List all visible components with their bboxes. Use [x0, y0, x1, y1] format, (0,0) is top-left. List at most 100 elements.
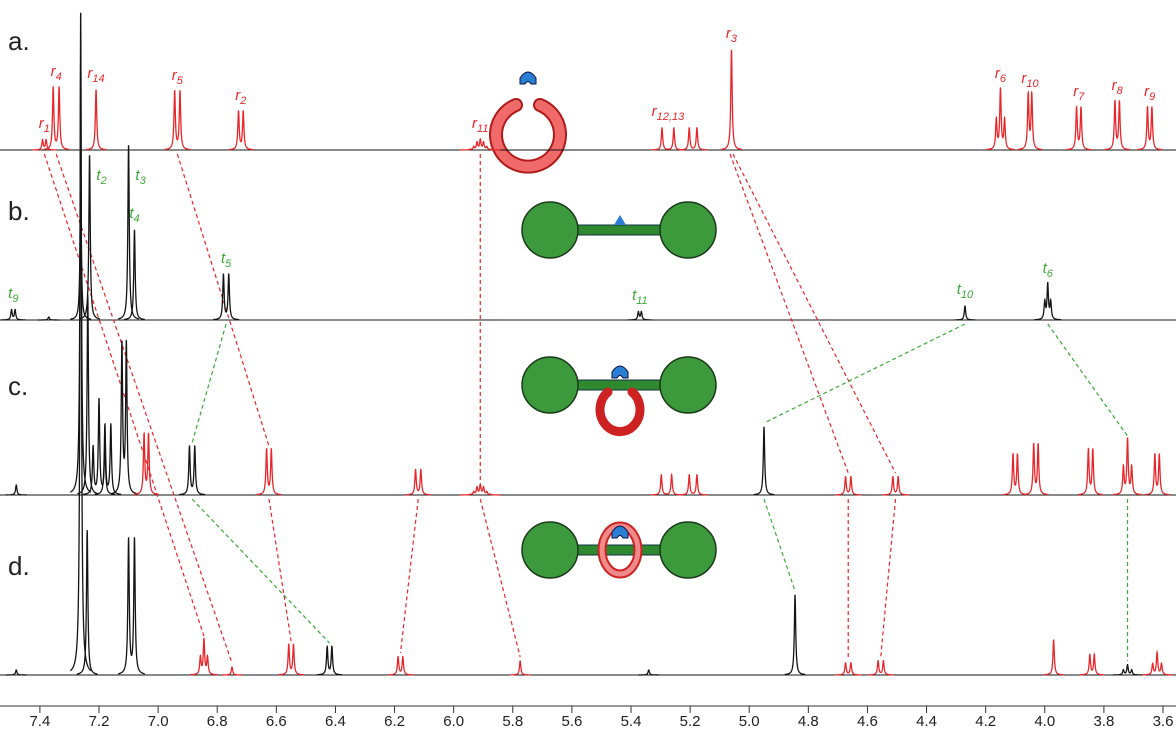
peak: [32, 140, 56, 150]
peak-label: r2: [235, 87, 246, 107]
peak-label-sub: 2: [100, 175, 107, 187]
x-tick-label: 5.2: [680, 713, 701, 730]
peak-label-sub: 10: [961, 289, 974, 301]
peak-label: r4: [51, 63, 62, 83]
correlation-link: [177, 154, 269, 446]
peak: [388, 657, 413, 675]
peak: [405, 470, 431, 495]
peak: [651, 475, 682, 495]
x-tick-label: 5.8: [502, 713, 523, 730]
panel-label: c.: [8, 371, 28, 401]
peak-label-sub: 11: [477, 123, 488, 135]
peak: [118, 538, 145, 674]
x-tick-label: 4.0: [1034, 713, 1055, 730]
panel-label: b.: [8, 196, 30, 226]
peak-label-sub: 1: [44, 123, 50, 135]
peak-label-sub: 8: [1117, 85, 1124, 97]
peak-label: t5: [221, 250, 232, 270]
correlation-link: [1048, 324, 1128, 436]
panel-label: d.: [8, 551, 30, 581]
peak-label: r10: [1021, 70, 1039, 90]
correlation-link: [269, 499, 291, 641]
x-tick-label: 5.6: [561, 713, 582, 730]
peak-label: r9: [1144, 83, 1155, 103]
x-tick-label: 4.6: [857, 713, 878, 730]
peak: [955, 306, 976, 320]
peak: [6, 485, 27, 495]
peak: [721, 51, 742, 150]
peak: [1023, 443, 1048, 494]
peak-label-sub: 10: [1026, 78, 1039, 90]
x-tick-label: 6.0: [443, 713, 464, 730]
peak: [190, 638, 218, 674]
correlation-link: [764, 499, 795, 591]
peak: [986, 88, 1015, 150]
peak-label: t4: [129, 205, 139, 225]
x-tick-label: 4.8: [798, 713, 819, 730]
correlation-link: [764, 324, 965, 423]
correlation-link: [44, 154, 204, 636]
peak: [1078, 448, 1103, 494]
correlation-link: [400, 499, 418, 653]
peak-label: t2: [96, 167, 106, 187]
peak-label: t9: [8, 285, 18, 305]
peak-label-sub: 7: [1078, 91, 1085, 103]
peak-label: r6: [995, 65, 1007, 85]
peak: [222, 667, 243, 675]
x-tick-label: 6.6: [266, 713, 287, 730]
peak-label: r7: [1073, 83, 1085, 103]
panel-label: a.: [8, 26, 30, 56]
x-tick-label: 5.4: [621, 713, 642, 730]
x-tick-label: 7.0: [148, 713, 169, 730]
peak-label: r14: [87, 65, 104, 85]
correlation-link: [733, 154, 896, 473]
peak: [1145, 454, 1170, 495]
page: 7.47.27.06.86.66.46.26.05.85.65.45.25.04…: [0, 0, 1176, 731]
peak-label: t10: [957, 281, 974, 301]
peak: [1105, 100, 1130, 149]
x-tick-label: 3.6: [1153, 713, 1174, 730]
peak-label: r11: [472, 115, 488, 135]
peak: [256, 449, 281, 495]
peak-label-sub: 9: [1149, 91, 1155, 103]
peak: [1080, 654, 1105, 674]
x-tick-label: 5.0: [739, 713, 760, 730]
x-tick-label: 6.8: [207, 713, 228, 730]
peak: [112, 340, 137, 494]
peak-label-sub: 5: [177, 75, 184, 87]
peak: [164, 91, 190, 150]
peak: [1113, 438, 1142, 494]
peak: [1003, 454, 1028, 495]
peak: [1043, 640, 1064, 675]
peak-label-sub: 4: [56, 71, 62, 83]
peak-label-sub: 6: [1047, 268, 1054, 280]
peak: [1, 310, 25, 320]
peak: [883, 477, 909, 495]
peak: [679, 128, 707, 150]
peak: [652, 128, 685, 150]
peak: [835, 477, 861, 495]
ring-icon: [496, 72, 560, 167]
x-tick-label: 6.4: [325, 713, 346, 730]
correlation-link: [192, 324, 226, 443]
peak-label: r12,13: [652, 103, 685, 123]
figure: 7.47.27.06.86.66.46.26.05.85.65.45.25.04…: [0, 0, 1176, 731]
peak-label-sub: 12,13: [657, 111, 685, 123]
peak: [510, 661, 531, 675]
peak: [1142, 652, 1172, 675]
peak: [179, 446, 205, 494]
peak: [278, 644, 303, 674]
correlation-link: [480, 499, 520, 657]
peak: [638, 670, 659, 675]
peak-label: r1: [39, 115, 50, 135]
peak: [835, 663, 861, 675]
x-tick-label: 6.2: [384, 713, 405, 730]
peak-label-sub: 4: [133, 213, 139, 225]
x-tick-label: 4.2: [975, 713, 996, 730]
thread-icon: [522, 202, 716, 258]
peak-label: t11: [632, 287, 648, 307]
peak: [628, 311, 652, 319]
x-tick-label: 7.4: [29, 713, 50, 730]
peak-label-sub: 9: [12, 293, 18, 305]
peak: [679, 475, 707, 495]
